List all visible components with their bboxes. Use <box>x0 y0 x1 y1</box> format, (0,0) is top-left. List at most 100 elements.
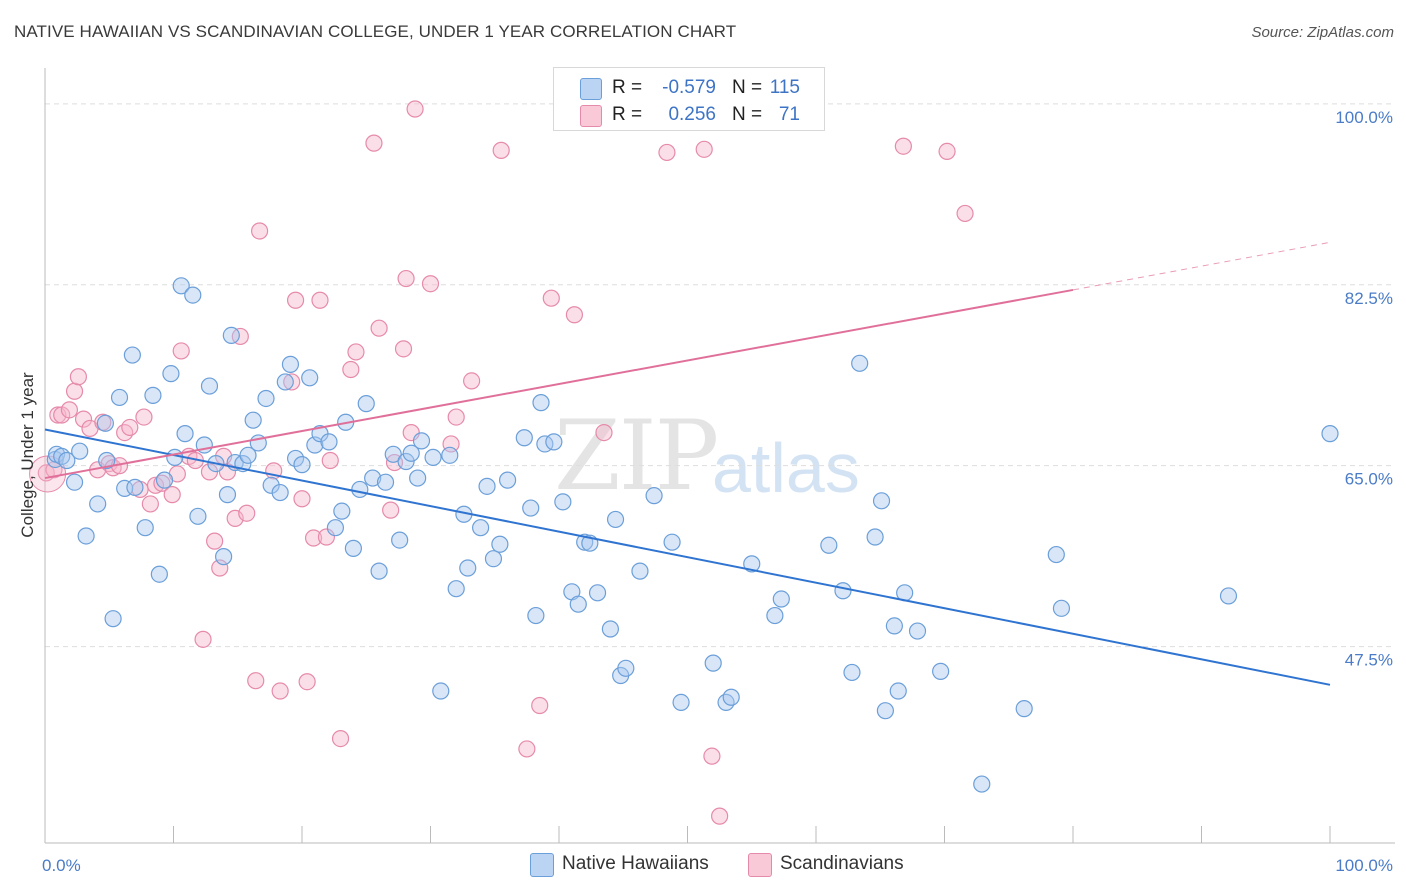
native-hawaiians-point <box>932 662 950 680</box>
legend-row-native-hawaiians: R = -0.579 N = 115 <box>554 74 824 102</box>
n-label: N = <box>732 104 763 125</box>
native-hawaiians-point <box>601 620 620 638</box>
scandinavians-point <box>703 747 721 765</box>
scandinavians-point <box>231 327 249 346</box>
scandinavians-point <box>286 291 305 309</box>
native-hawaiians-point <box>843 663 861 682</box>
native-hawaiians-point <box>370 562 388 580</box>
native-hawaiians-point <box>402 444 420 462</box>
native-hawaiians-point <box>717 693 735 712</box>
native-hawaiians-point <box>766 606 784 625</box>
scandinavians-point <box>518 740 536 758</box>
grid-lines <box>45 103 1395 648</box>
r-value: -0.579 <box>662 77 716 98</box>
native-hawaiians-point <box>136 519 154 537</box>
scandinavians-point <box>238 504 256 522</box>
trend-lines <box>44 241 1331 686</box>
native-hawaiians-point <box>96 414 114 432</box>
native-hawaiians-point <box>98 451 116 470</box>
native-hawaiians-point <box>320 433 338 451</box>
native-hawaiians-point <box>189 507 207 525</box>
native-hawaiians-point <box>123 346 141 364</box>
native-hawaiians-point <box>89 495 107 513</box>
native-hawaiians-point <box>885 617 903 635</box>
native-hawaiians-point <box>617 659 635 677</box>
blue-swatch <box>530 853 554 877</box>
scandinavians-point <box>894 137 912 155</box>
native-hawaiians-point <box>276 373 294 391</box>
native-hawaiians-point <box>184 286 202 304</box>
y-axis-title: College, Under 1 year <box>18 372 37 538</box>
scandinavians-point <box>421 275 440 293</box>
scandinavians-point <box>304 529 323 547</box>
native-hawaiians-point <box>357 395 375 413</box>
native-hawaiians-point <box>286 449 305 468</box>
legend-label: Native Hawaiians <box>562 853 709 874</box>
native-hawaiians-points <box>46 277 1339 793</box>
y-tick-label: 82.5% <box>1345 289 1393 308</box>
native-hawaiians-point <box>293 456 311 474</box>
scandinavians-point <box>65 382 84 400</box>
native-hawaiians-point <box>244 411 262 429</box>
scandinavians-point <box>146 476 165 494</box>
native-hawaiians-point <box>351 480 369 499</box>
scandinavians-point <box>194 630 212 648</box>
scandinavians-point <box>74 410 93 428</box>
r-value: 0.256 <box>668 104 716 125</box>
scandinavians-point <box>141 495 159 513</box>
native-hawaiians-point <box>176 425 194 443</box>
native-hawaiians-point <box>663 533 681 551</box>
native-hawaiians-point <box>239 446 257 464</box>
native-hawaiians-point <box>58 451 76 470</box>
scandinavians-point <box>382 501 400 519</box>
native-hawaiians-point <box>301 369 319 387</box>
native-hawaiians-point <box>271 483 289 502</box>
native-hawaiians-point <box>200 377 219 395</box>
native-hawaiians-point <box>722 688 740 706</box>
scandinavians-point <box>116 423 134 442</box>
native-hawaiians-point <box>262 476 280 494</box>
native-hawaiians-point <box>447 580 465 598</box>
scandinavians-point <box>342 360 360 379</box>
blue-swatch <box>580 78 602 100</box>
native-hawaiians-point <box>104 610 122 628</box>
scandinavians-point <box>121 418 139 437</box>
native-hawaiians-point <box>478 477 496 495</box>
n-value: 115 <box>769 77 800 98</box>
pink-swatch <box>748 853 772 877</box>
native-hawaiians-point <box>672 693 690 712</box>
y-tick-label: 100.0% <box>1335 108 1393 127</box>
scandinavians-point <box>370 319 388 337</box>
native-hawaiians-point <box>281 355 300 373</box>
scandinavians-point <box>695 140 713 158</box>
scandinavians-point <box>595 423 613 442</box>
scandinavians-point <box>447 408 465 426</box>
r-label: R = <box>612 104 643 125</box>
n-value: 71 <box>778 104 800 125</box>
scandinavians-point <box>531 696 549 715</box>
native-hawaiians-point <box>459 559 477 577</box>
native-hawaiians-point <box>384 445 402 463</box>
native-hawaiians-point <box>499 471 517 489</box>
native-hawaiians-point <box>215 548 233 566</box>
scandinavians-point <box>542 289 560 307</box>
scandinavians-point <box>298 673 316 691</box>
native-hawaiians-point <box>110 388 129 407</box>
native-hawaiians-point <box>834 582 852 600</box>
native-hawaiians-point <box>1052 599 1071 617</box>
scandinavians-trendline <box>44 288 1074 480</box>
native-hawaiians-point <box>820 536 838 554</box>
native-hawaiians-point <box>222 326 240 345</box>
native-hawaiians-point <box>876 702 894 720</box>
native-hawaiians-point <box>144 386 162 404</box>
native-hawaiians-point <box>645 487 663 505</box>
native-hawaiians-point <box>554 493 572 511</box>
native-hawaiians-point <box>491 535 509 553</box>
native-hawaiians-point <box>162 365 180 383</box>
native-hawaiians-point <box>441 446 459 464</box>
y-tick-label: 65.0% <box>1345 470 1393 489</box>
native-hawaiians-point <box>851 354 869 372</box>
x-tick-label: 0.0% <box>42 856 81 875</box>
scandinavians-point <box>711 807 729 825</box>
